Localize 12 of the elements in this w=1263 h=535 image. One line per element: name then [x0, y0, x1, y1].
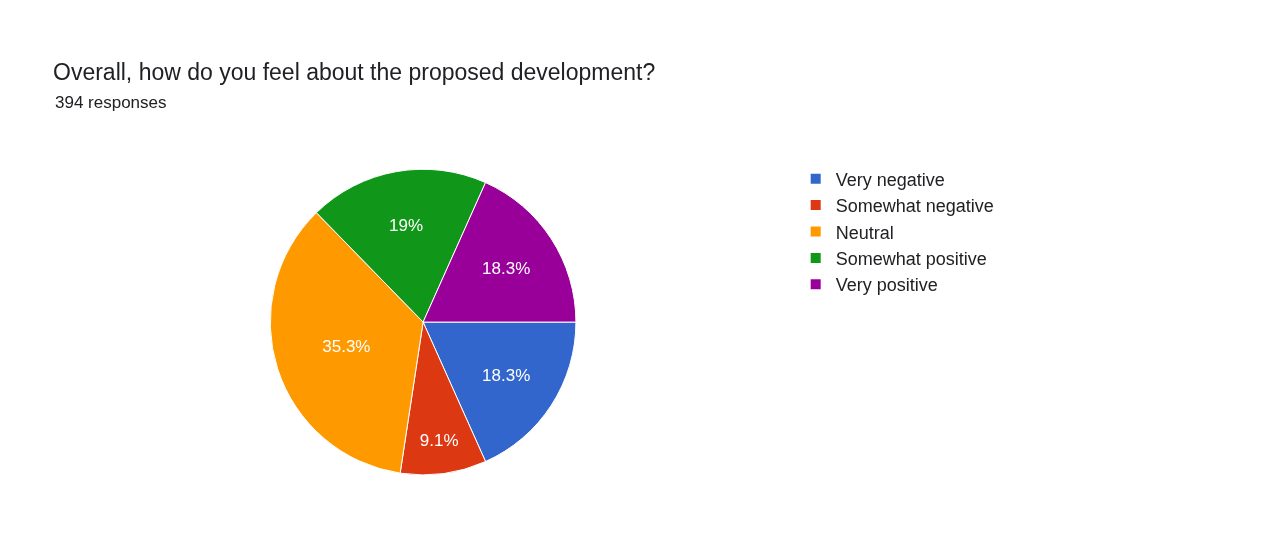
- legend-label: Neutral: [835, 222, 894, 243]
- data-label: 19%: [388, 216, 423, 236]
- legend-label: Very negative: [835, 169, 945, 190]
- legend-label: Very positive: [835, 275, 938, 296]
- text: 394 responses: [55, 93, 167, 112]
- legend-label: Somewhat negative: [835, 196, 994, 217]
- data-label: 9.1%: [419, 430, 459, 450]
- data-label: 18.3%: [482, 366, 531, 386]
- data-label: 18.3%: [482, 258, 531, 278]
- data-label: 35.3%: [322, 337, 371, 357]
- chart-title: Overall, how do you feel about the proposed development?: [53, 59, 656, 86]
- legend-label: Somewhat positive: [835, 248, 987, 269]
